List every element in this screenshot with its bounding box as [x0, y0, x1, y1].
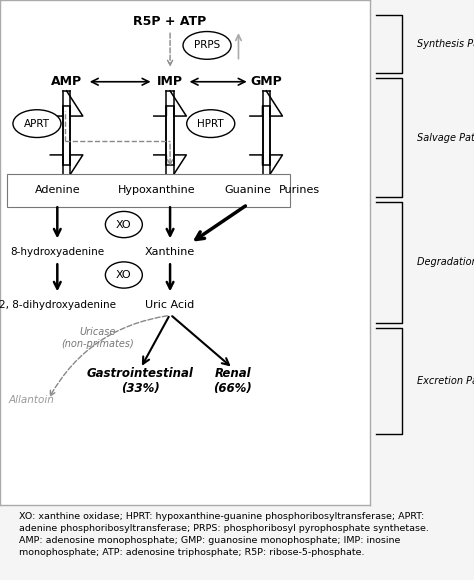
Text: 2, 8-dihydroxyadenine: 2, 8-dihydroxyadenine	[0, 300, 116, 310]
Text: IMP: IMP	[157, 75, 183, 88]
Ellipse shape	[187, 110, 235, 137]
Text: HPRT: HPRT	[198, 119, 224, 129]
Text: Gastrointestinal
(33%): Gastrointestinal (33%)	[87, 367, 194, 395]
Text: XO: xanthine oxidase; HPRT: hypoxanthine-guanine phosphoribosyltransferase; APRT: XO: xanthine oxidase; HPRT: hypoxanthine…	[19, 512, 428, 557]
Ellipse shape	[183, 31, 231, 59]
Text: R5P + ATP: R5P + ATP	[134, 15, 207, 28]
Text: Purines: Purines	[279, 186, 320, 195]
Ellipse shape	[105, 212, 142, 238]
Text: Synthesis Pathway: Synthesis Pathway	[417, 39, 474, 49]
Text: XO: XO	[116, 220, 132, 230]
Text: AMP: AMP	[51, 75, 82, 88]
Ellipse shape	[105, 262, 142, 288]
Text: APRT: APRT	[24, 119, 50, 129]
FancyBboxPatch shape	[8, 174, 290, 207]
Text: Excretion Pathway: Excretion Pathway	[417, 376, 474, 386]
Ellipse shape	[13, 110, 61, 137]
Text: Guanine: Guanine	[224, 186, 271, 195]
Text: Allantoin: Allantoin	[9, 394, 55, 405]
Text: PRPS: PRPS	[194, 41, 220, 50]
Text: GMP: GMP	[250, 75, 282, 88]
Text: Xanthine: Xanthine	[145, 247, 195, 258]
Text: Hypoxanthine: Hypoxanthine	[118, 186, 196, 195]
Text: 8-hydroxyadenine: 8-hydroxyadenine	[10, 247, 104, 258]
Text: Renal
(66%): Renal (66%)	[214, 367, 252, 395]
Text: Degradation Pathway: Degradation Pathway	[417, 258, 474, 267]
Text: XO: XO	[116, 270, 132, 280]
Text: Uricase
(non-primates): Uricase (non-primates)	[62, 327, 134, 349]
Text: Uric Acid: Uric Acid	[146, 300, 195, 310]
Text: Adenine: Adenine	[35, 186, 80, 195]
Text: Salvage Pathway: Salvage Pathway	[417, 133, 474, 143]
